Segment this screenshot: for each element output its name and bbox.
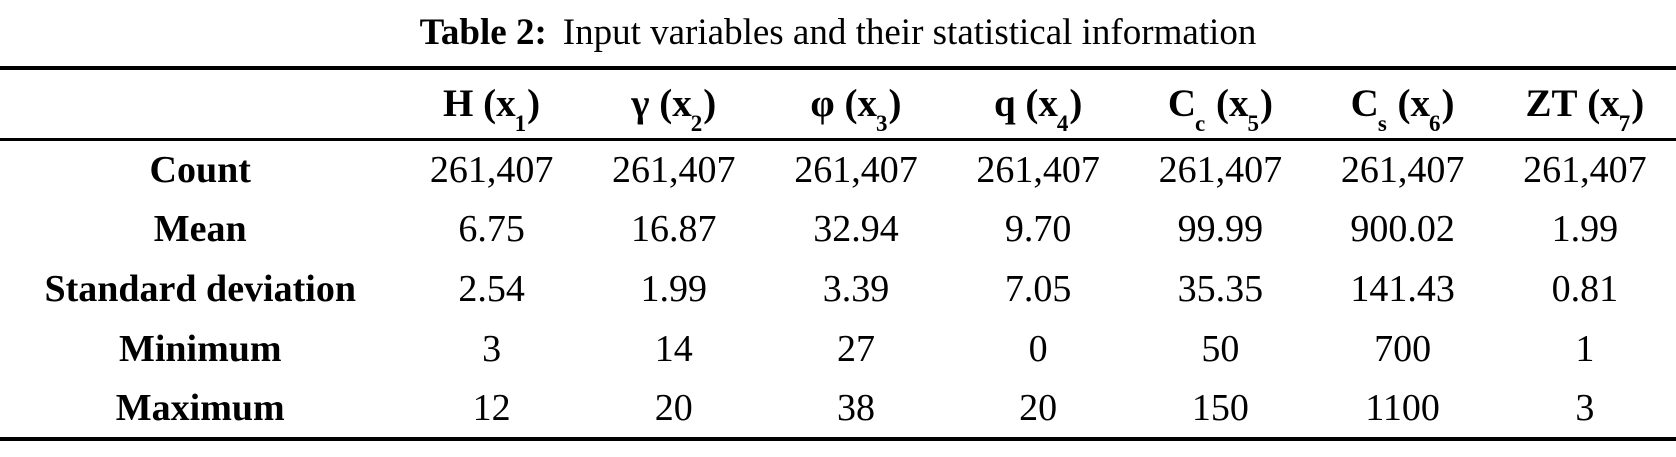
header-subscript: 4	[1056, 111, 1069, 137]
column-header-x6: Cs (x6)	[1311, 68, 1494, 141]
header-text: x	[857, 82, 878, 126]
header-text: γ	[631, 82, 650, 126]
table-cell: 261,407	[1158, 148, 1283, 191]
table-cell: 16.87	[631, 208, 717, 250]
row-label: Standard deviation	[44, 268, 356, 310]
table-cell: 99.99	[1177, 208, 1264, 250]
table-cell: 20	[654, 387, 693, 429]
table-cell: 9.70	[1004, 208, 1072, 250]
table-cell: 35.35	[1177, 268, 1264, 310]
header-subscript: s	[1377, 111, 1387, 137]
table-cell: 261,407	[1523, 148, 1647, 191]
header-text: C	[1167, 82, 1196, 126]
header-text: (	[649, 82, 673, 126]
table-cell: 6.75	[458, 208, 525, 250]
table-cell: 27	[836, 328, 875, 370]
header-text: (	[473, 82, 497, 126]
statistics-table: H (x1) γ (x2) φ (x3) q (x4) Cc (x5) Cs (x6) ZT…	[0, 66, 1676, 441]
header-text: (	[1577, 82, 1601, 126]
table-cell: 1.99	[640, 268, 708, 310]
table-cell: 261,407	[794, 148, 918, 191]
table-cell: 261,407	[1340, 148, 1465, 191]
table-cell: 38	[836, 387, 875, 429]
table-row: Mean 6.75 16.87 32.94 9.70 99.99 900.02 1.99	[0, 199, 1676, 259]
table-row: Maximum 12 20 38 20 150 1100 3	[0, 379, 1676, 439]
header-text: )	[888, 82, 902, 126]
header-text: φ	[810, 82, 835, 126]
table-cell: 3.39	[822, 268, 890, 310]
table-cell: 1	[1575, 328, 1595, 370]
header-text: (	[1206, 82, 1229, 126]
table-head: H (x1) γ (x2) φ (x3) q (x4) Cc (x5) Cs (x6) ZT…	[0, 68, 1676, 141]
table-row: Standard deviation 2.54 1.99 3.39 7.05 35.35 1…	[0, 259, 1676, 319]
table-cell: 1100	[1365, 387, 1440, 429]
column-header-x5: Cc (x5)	[1129, 68, 1312, 141]
table-cell: 141.43	[1350, 268, 1455, 310]
row-label: Maximum	[115, 387, 285, 429]
table-cell: 1.99	[1551, 208, 1619, 250]
column-header-x2: γ (x2)	[582, 68, 765, 141]
corner-cell	[0, 68, 401, 141]
column-header-x4: q (x4)	[947, 68, 1130, 141]
header-text: x	[672, 82, 692, 126]
table-caption-text: Input variables and their statistical in…	[562, 12, 1257, 53]
table-cell: 3	[1575, 387, 1595, 429]
header-text: C	[1350, 82, 1379, 126]
header-text: x	[1038, 82, 1058, 126]
table-cell: 12	[472, 387, 511, 429]
table-caption-label: Table 2:	[419, 12, 547, 53]
header-text: )	[1631, 82, 1645, 126]
table-row: Count 261,407 261,407 261,407 261,407 261,407…	[0, 139, 1676, 199]
header-subscript: 2	[690, 111, 703, 137]
table-cell: 261,407	[976, 148, 1100, 191]
header-text: x	[1410, 82, 1431, 126]
header-text: x	[496, 82, 516, 126]
header-subscript: 1	[514, 111, 527, 137]
header-text: x	[1228, 82, 1249, 126]
header-text: )	[1259, 82, 1273, 126]
table-cell: 900.02	[1350, 208, 1455, 250]
header-text: )	[703, 82, 717, 126]
table-header-row: H (x1) γ (x2) φ (x3) q (x4) Cc (x5) Cs (x6) ZT…	[0, 68, 1676, 141]
header-text: (	[1015, 82, 1039, 126]
row-label: Mean	[153, 208, 247, 250]
table-caption: Table 2: Input variables and their statis…	[0, 0, 1676, 66]
header-text: (	[1387, 82, 1411, 126]
header-text: )	[527, 82, 541, 126]
row-label: Count	[149, 148, 251, 191]
table-cell: 150	[1191, 387, 1249, 429]
table-cell: 14	[654, 328, 693, 370]
table-cell: 50	[1201, 328, 1240, 370]
table-cell: 261,407	[429, 148, 554, 191]
table-cell: 0.81	[1551, 268, 1619, 310]
header-text: x	[1600, 82, 1620, 126]
table-row: Minimum 3 14 27 0 50 700 1	[0, 319, 1676, 379]
header-subscript: 5	[1247, 111, 1259, 137]
table-cell: 7.05	[1004, 268, 1072, 310]
column-header-x1: H (x1)	[400, 68, 583, 141]
row-label: Minimum	[118, 328, 282, 370]
header-text: q	[993, 82, 1016, 126]
header-subscript: 6	[1429, 111, 1441, 137]
table-body: Count 261,407 261,407 261,407 261,407 261,407…	[0, 139, 1676, 439]
column-header-x7: ZT (x7)	[1493, 68, 1676, 141]
table-cell: 32.94	[813, 208, 899, 250]
column-header-x3: φ (x3)	[764, 68, 948, 141]
table-cell: 3	[482, 328, 502, 370]
table-cell: 20	[1019, 387, 1058, 429]
header-text: )	[1441, 82, 1455, 126]
table-cell: 261,407	[612, 148, 736, 191]
header-subscript: 7	[1618, 111, 1631, 137]
header-text: (	[834, 82, 858, 126]
header-text: H	[443, 82, 474, 126]
header-text: ZT	[1525, 82, 1578, 126]
table-cell: 700	[1374, 328, 1432, 370]
header-text: )	[1069, 82, 1083, 126]
table-cell: 2.54	[458, 268, 525, 310]
header-subscript: 3	[876, 111, 888, 137]
header-subscript: c	[1194, 111, 1206, 137]
table-cell: 0	[1028, 328, 1048, 370]
